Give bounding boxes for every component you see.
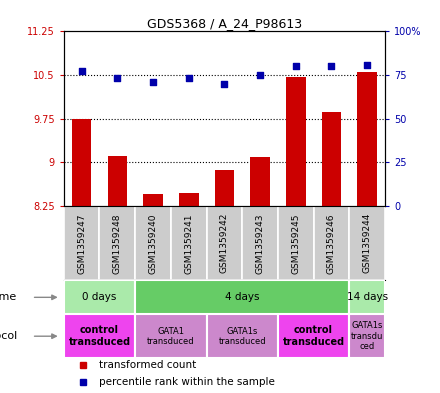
- Bar: [215, 170, 234, 206]
- Bar: [349, 314, 385, 358]
- Point: [363, 61, 370, 68]
- Bar: [349, 280, 385, 314]
- Text: 14 days: 14 days: [347, 292, 388, 302]
- Text: GSM1359243: GSM1359243: [256, 213, 264, 274]
- Point: [78, 68, 85, 75]
- Point: [114, 75, 121, 82]
- Bar: [107, 156, 127, 206]
- Title: GDS5368 / A_24_P98613: GDS5368 / A_24_P98613: [147, 17, 302, 30]
- Text: GSM1359246: GSM1359246: [327, 213, 336, 274]
- Bar: [322, 112, 341, 206]
- Bar: [64, 206, 99, 280]
- Bar: [286, 77, 306, 206]
- Bar: [250, 158, 270, 206]
- Bar: [143, 194, 163, 206]
- Text: GATA1s
transduced: GATA1s transduced: [218, 327, 266, 346]
- Bar: [314, 206, 349, 280]
- Text: GATA1
transduced: GATA1 transduced: [147, 327, 194, 346]
- Bar: [278, 206, 314, 280]
- Text: GSM1359240: GSM1359240: [149, 213, 158, 274]
- Point: [221, 81, 228, 87]
- Bar: [206, 206, 242, 280]
- Bar: [179, 193, 198, 206]
- Bar: [72, 119, 92, 206]
- Bar: [135, 280, 349, 314]
- Bar: [135, 314, 206, 358]
- Point: [292, 63, 299, 70]
- Text: GSM1359242: GSM1359242: [220, 213, 229, 274]
- Text: 0 days: 0 days: [82, 292, 117, 302]
- Text: 4 days: 4 days: [225, 292, 260, 302]
- Text: percentile rank within the sample: percentile rank within the sample: [99, 377, 275, 387]
- Bar: [135, 206, 171, 280]
- Bar: [357, 72, 377, 206]
- Bar: [278, 314, 349, 358]
- Text: time: time: [0, 292, 17, 302]
- Bar: [171, 206, 206, 280]
- Bar: [349, 206, 385, 280]
- Text: GSM1359247: GSM1359247: [77, 213, 86, 274]
- Bar: [64, 280, 135, 314]
- Text: GATA1s
transdu
ced: GATA1s transdu ced: [351, 321, 383, 351]
- Text: control
transduced: control transduced: [282, 325, 345, 347]
- Text: protocol: protocol: [0, 331, 17, 341]
- Text: GSM1359241: GSM1359241: [184, 213, 193, 274]
- Bar: [64, 314, 135, 358]
- Text: transformed count: transformed count: [99, 360, 196, 370]
- Text: GSM1359244: GSM1359244: [363, 213, 372, 274]
- Bar: [206, 314, 278, 358]
- Point: [328, 63, 335, 70]
- Point: [185, 75, 192, 82]
- Bar: [99, 206, 135, 280]
- Point: [257, 72, 264, 78]
- Bar: [242, 206, 278, 280]
- Point: [150, 79, 157, 85]
- Text: GSM1359248: GSM1359248: [113, 213, 122, 274]
- Text: GSM1359245: GSM1359245: [291, 213, 300, 274]
- Text: control
transduced: control transduced: [69, 325, 131, 347]
